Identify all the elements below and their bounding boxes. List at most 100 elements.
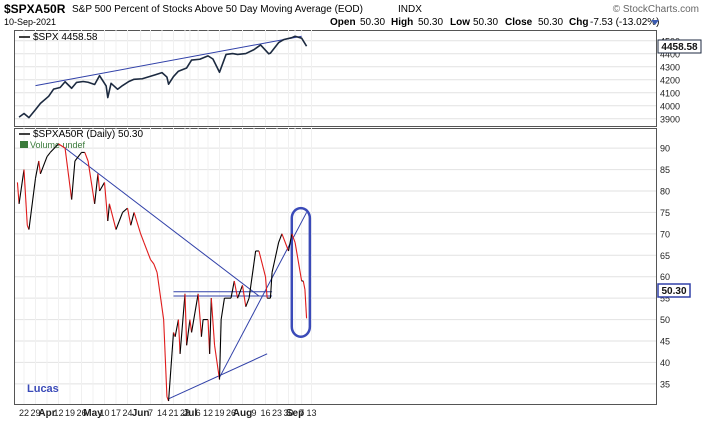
breadth-y-tick-label: 35 [660,379,670,389]
breadth-down-segment [38,160,41,174]
breadth-down-segment [140,233,145,243]
breadth-y-axis: 35 40 45 50 55 60 65 70 75 80 85 90 [660,144,670,390]
dropdown-arrow-icon[interactable] [651,20,659,25]
breadth-y-tick-label: 45 [660,337,670,347]
breadth-down-segment [108,203,117,230]
breadth-up-segment [122,207,128,213]
breadth-down-segment [58,143,66,149]
x-tick-label: Jun [132,408,150,419]
breadth-up-segment [18,169,25,204]
header-description: S&P 500 Percent of Stocks Above 50 Day M… [72,4,363,15]
breadth-up-segment [94,173,99,204]
spx-y-tick-label: 4100 [660,88,680,98]
x-tick-label: 26 [226,408,236,418]
x-tick-label: 22 [19,408,29,418]
breadth-down-segment [214,345,221,380]
breadth-y-tick-label: 60 [660,272,670,282]
breadth-last-value-tag [657,283,691,298]
close-label: Close [505,17,533,28]
x-tick-label: 26 [76,408,86,418]
breadth-y-tick-label: 90 [660,144,670,154]
breadth-down-segment [302,280,306,290]
header-symbol: $SPXA50R [4,2,66,16]
breadth-up-segment [107,203,110,222]
chg-label: Chg [569,17,588,28]
breadth-down-segment [233,280,239,299]
breadth-series [16,143,308,402]
x-tick-label: Aug [233,408,252,419]
x-tick-label: May [83,408,103,419]
breadth-down-segment [156,272,165,320]
spx-trendline [35,35,302,87]
breadth-up-segment [99,182,105,192]
breadth-y-tick-label: 65 [660,251,670,261]
breadth-y-tick-label: 55 [660,294,670,304]
breadth-up-segment [118,212,124,222]
breadth-down-segment [189,319,193,333]
breadth-up-segment [245,297,250,307]
breadth-y-tick-label: 80 [660,187,670,197]
x-tick-label: 24 [122,408,132,418]
x-tick-label: 19 [65,408,75,418]
breadth-up-segment [220,298,225,320]
spx-panel-frame [14,30,657,127]
x-tick-label: Jul [183,408,198,419]
header-exchange: INDX [398,4,422,15]
breadth-up-segment [115,220,120,230]
low-label: Low [450,17,470,28]
x-tick-label: 30 [283,408,293,418]
breadth-y-tick-label: 50 [660,315,670,325]
breadth-down-segment [197,293,202,337]
breadth-up-segment [269,272,273,299]
breadth-down-segment [177,319,181,354]
x-tick-label: 7 [299,408,304,418]
x-tick-label: Apr [38,408,55,419]
breadth-up-segment [248,250,257,299]
breadth-up-segment [46,152,51,158]
x-tick-label: 9 [251,408,256,418]
breadth-up-segment [130,212,135,226]
breadth-legend: $SPXA50R (Daily) 50.30 [33,129,143,140]
spx-series [18,35,308,119]
breadth-down-segment [241,285,247,307]
chg-value: -7.53 (-13.02%) [590,17,659,28]
trendline [64,147,260,297]
x-tick-label: 29 [30,408,40,418]
x-tick-label: 13 [306,408,316,418]
spx-y-tick-label: 3900 [660,114,680,124]
breadth-up-segment [209,298,212,354]
x-tick-label: 14 [157,408,167,418]
breadth-up-segment [49,143,59,153]
spx-last-value-tag [657,39,702,54]
breadth-down-segment [126,208,132,226]
breadth-down-segment [133,212,142,235]
breadth-up-segment [191,293,199,333]
close-value: 50.30 [538,17,563,28]
x-tick-label: 16 [260,408,270,418]
breadth-down-segment [150,259,155,265]
high-value: 50.30 [418,17,443,28]
spx-legend: $SPX 4458.58 [33,32,98,43]
breadth-up-segment [218,319,222,380]
x-tick-label: 7 [148,408,153,418]
spx-y-tick-label: 4200 [660,75,680,85]
spx-y-tick-label: 4300 [660,62,680,72]
x-tick-label: 10 [99,408,109,418]
spx-y-tick-label: 4000 [660,101,680,111]
highlight-box [290,206,312,338]
x-tick-label: 6 [196,408,201,418]
breadth-up-segment [34,160,40,179]
low-value: 50.30 [473,17,498,28]
breadth-down-segment [87,160,96,204]
breadth-up-segment [39,156,48,175]
breadth-down-segment [264,276,268,299]
breadth-up-segment [186,319,191,346]
breadth-last-value: 50.30 [661,286,686,297]
breadth-up-segment [168,332,175,402]
spx-y-tick-label: 4400 [660,49,680,59]
breadth-y-tick-label: 70 [660,229,670,239]
spx-line [18,35,308,119]
breadth-down-segment [281,233,290,252]
